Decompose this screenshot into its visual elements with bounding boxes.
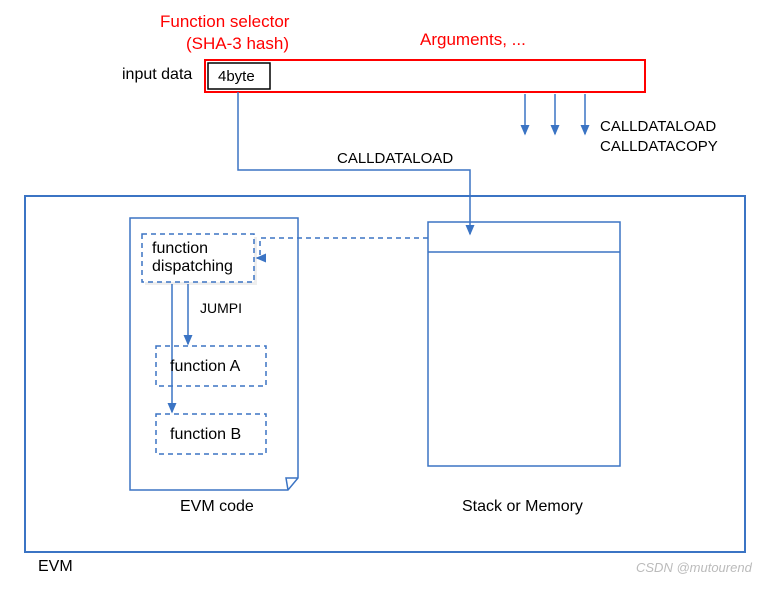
jumpi-label: JUMPI — [200, 300, 242, 316]
arguments-label: Arguments, ... — [420, 30, 526, 50]
stack-memory-label: Stack or Memory — [462, 498, 583, 516]
calldataload-mid-label: CALLDATALOAD — [337, 150, 453, 167]
function-a-label: function A — [170, 358, 240, 376]
four-byte-label: 4byte — [218, 68, 255, 85]
dispatch-label-2: dispatching — [152, 258, 233, 276]
diagram-svg — [0, 0, 776, 590]
stack-box — [428, 222, 620, 466]
func-selector-label: Function selector — [160, 12, 289, 32]
watermark-label: CSDN @mutourend — [636, 560, 752, 575]
function-b-label: function B — [170, 426, 241, 444]
evm-code-label: EVM code — [180, 498, 254, 516]
input-data-label: input data — [122, 66, 192, 84]
calldataload-top-label: CALLDATALOAD — [600, 118, 716, 135]
sha3-label: (SHA-3 hash) — [186, 34, 289, 54]
calldatacopy-label: CALLDATACOPY — [600, 138, 718, 155]
evm-label: EVM — [38, 558, 73, 576]
dispatch-label-1: function — [152, 240, 208, 258]
input-data-box — [205, 60, 645, 92]
